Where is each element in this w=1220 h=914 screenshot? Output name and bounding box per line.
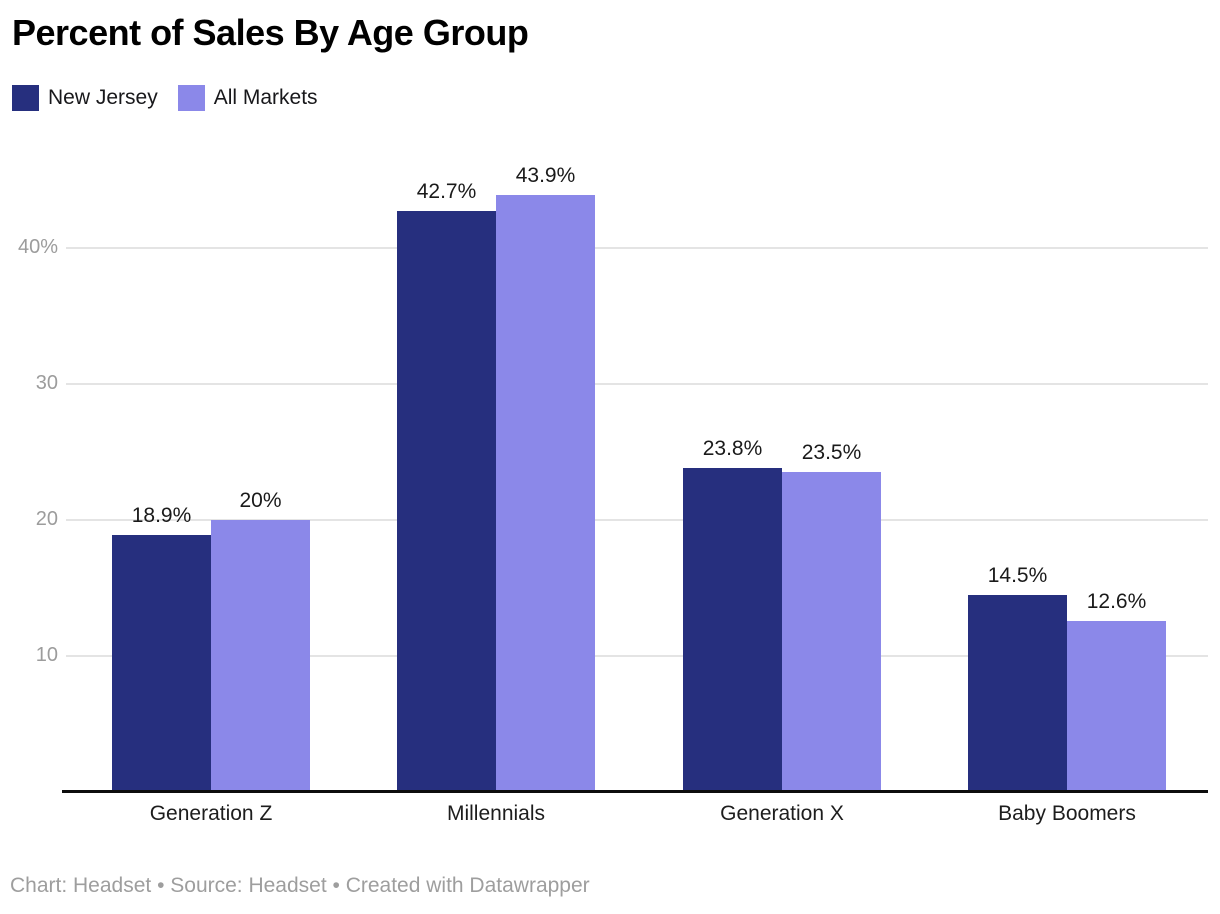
legend-label-new-jersey: New Jersey [48,86,158,109]
gridline-20 [66,519,1208,521]
value-label-all-markets-millennials: 43.9% [515,164,576,187]
gridline-40 [66,247,1208,249]
legend-swatch-all-markets [177,85,205,111]
chart-title: Percent of Sales By Age Group [12,12,529,53]
ytick-label-10: 10 [35,644,58,666]
bar-all-markets-generation-x [782,472,881,792]
bar-all-markets-generation-z [211,520,310,792]
bar-new-jersey-generation-z [112,535,211,792]
value-label-all-markets-baby-boomers: 12.6% [1086,590,1147,613]
category-label-generation-z: Generation Z [149,802,273,825]
value-label-new-jersey-baby-boomers: 14.5% [987,564,1048,587]
gridline-30 [66,383,1208,385]
ytick-label-20: 20 [35,508,58,530]
value-label-new-jersey-millennials: 42.7% [416,180,477,203]
bar-all-markets-millennials [496,195,595,792]
legend: New Jersey All Markets [12,85,318,111]
value-label-all-markets-generation-x: 23.5% [801,441,862,464]
category-label-baby-boomers: Baby Boomers [998,802,1136,825]
ytick-label-40: 40% [17,236,58,258]
ytick-label-30: 30 [35,372,58,394]
value-label-new-jersey-generation-x: 23.8% [702,437,763,460]
chart-footer: Chart: Headset • Source: Headset • Creat… [10,874,590,897]
bar-new-jersey-baby-boomers [968,595,1067,792]
legend-item-all-markets: All Markets [177,85,318,111]
legend-label-all-markets: All Markets [213,86,318,109]
legend-swatch-new-jersey [12,85,39,111]
bar-new-jersey-generation-x [683,468,782,792]
x-axis-line [62,790,1208,793]
gridline-10 [66,655,1208,657]
legend-item-new-jersey: New Jersey [12,85,158,111]
category-label-generation-x: Generation X [720,802,844,825]
value-label-new-jersey-generation-z: 18.9% [131,504,192,527]
bar-all-markets-baby-boomers [1067,621,1166,792]
bar-new-jersey-millennials [397,211,496,792]
category-label-millennials: Millennials [446,802,546,825]
value-label-all-markets-generation-z: 20% [239,489,282,512]
